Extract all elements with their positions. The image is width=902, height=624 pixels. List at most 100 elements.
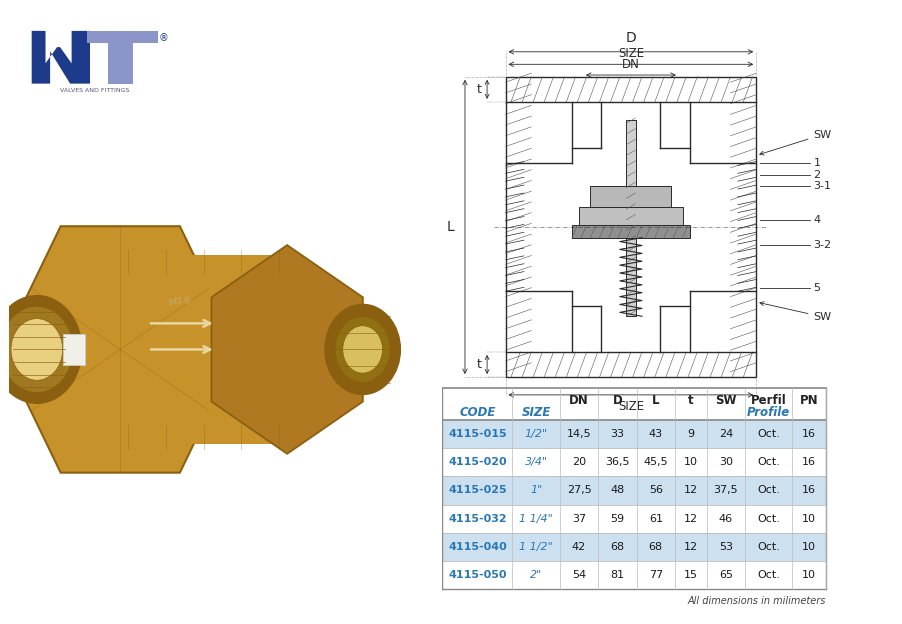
Text: DN: DN (621, 59, 640, 72)
Bar (62, 334, 85, 364)
Text: 12: 12 (683, 485, 697, 495)
Text: Perfil: Perfil (750, 394, 786, 407)
Text: Oct.: Oct. (757, 485, 779, 495)
Bar (626, 120, 635, 316)
Text: 2": 2" (529, 570, 542, 580)
Text: 68: 68 (648, 542, 662, 552)
Text: Oct.: Oct. (757, 542, 779, 552)
Text: SW: SW (714, 394, 736, 407)
Text: 10: 10 (801, 542, 815, 552)
Text: Oct.: Oct. (757, 429, 779, 439)
Text: DN: DN (568, 394, 588, 407)
Text: 4115-015: 4115-015 (447, 429, 506, 439)
Polygon shape (87, 31, 158, 84)
Circle shape (0, 295, 82, 404)
Bar (442, 561, 825, 589)
Bar (442, 448, 825, 476)
Text: 65: 65 (718, 570, 732, 580)
Text: 37,5: 37,5 (713, 485, 737, 495)
Polygon shape (211, 245, 363, 454)
Text: Spain: Spain (170, 331, 189, 339)
Text: 4115-020: 4115-020 (447, 457, 506, 467)
Text: 20: 20 (571, 457, 585, 467)
Text: 9: 9 (686, 429, 694, 439)
Text: 53: 53 (718, 542, 732, 552)
Bar (442, 476, 825, 505)
Text: 3-2: 3-2 (813, 240, 831, 250)
Text: 4115-025: 4115-025 (447, 485, 506, 495)
Text: t: t (476, 83, 481, 96)
Text: t: t (476, 358, 481, 371)
Text: 5: 5 (813, 283, 820, 293)
Text: Profile: Profile (746, 406, 789, 419)
Text: 4: 4 (813, 215, 820, 225)
Text: 46: 46 (718, 514, 732, 524)
Text: SIZE: SIZE (617, 400, 643, 413)
Bar (571, 225, 689, 238)
Circle shape (335, 316, 390, 383)
Text: 77: 77 (648, 570, 662, 580)
Text: PN16: PN16 (172, 365, 187, 372)
Text: 43: 43 (648, 429, 662, 439)
Text: All dimensions in milimeters: All dimensions in milimeters (687, 597, 825, 607)
Bar (442, 505, 825, 533)
Text: 27,5: 27,5 (566, 485, 591, 495)
Text: 59: 59 (610, 514, 624, 524)
Text: 1": 1" (529, 485, 542, 495)
Bar (579, 207, 682, 225)
Text: 37: 37 (571, 514, 585, 524)
Text: 81: 81 (610, 570, 624, 580)
Circle shape (1, 307, 72, 392)
Text: 12: 12 (683, 514, 697, 524)
Text: ®: ® (159, 33, 169, 43)
Polygon shape (1, 227, 239, 472)
Text: 14,5: 14,5 (566, 429, 591, 439)
Text: 12: 12 (683, 542, 697, 552)
Text: MT®: MT® (167, 296, 192, 308)
Text: 16: 16 (801, 457, 815, 467)
Text: 2: 2 (813, 170, 820, 180)
Text: 1: 1 (813, 158, 820, 168)
Text: 15: 15 (683, 570, 697, 580)
Text: L: L (446, 220, 454, 234)
Text: Oct.: Oct. (757, 570, 779, 580)
Text: D: D (625, 31, 636, 46)
Text: SIZE: SIZE (520, 406, 550, 419)
Text: 56: 56 (648, 485, 662, 495)
Text: 3/4": 3/4" (524, 457, 548, 467)
Text: 4115-050: 4115-050 (447, 570, 506, 580)
Text: 16: 16 (801, 485, 815, 495)
Text: 3-1: 3-1 (813, 181, 831, 191)
Text: 48: 48 (610, 485, 624, 495)
Text: 61: 61 (648, 514, 662, 524)
Bar (505, 77, 755, 377)
Text: 1 1/4": 1 1/4" (519, 514, 552, 524)
Text: 33: 33 (610, 429, 624, 439)
Text: 45,5: 45,5 (643, 457, 667, 467)
Text: Oct.: Oct. (757, 514, 779, 524)
Circle shape (11, 319, 62, 380)
Text: 24: 24 (718, 429, 732, 439)
Polygon shape (32, 31, 90, 84)
Text: 10: 10 (683, 457, 697, 467)
Text: 36,5: 36,5 (604, 457, 629, 467)
Text: 10: 10 (801, 570, 815, 580)
Text: D: D (612, 394, 621, 407)
Text: SW: SW (759, 130, 831, 155)
Circle shape (343, 326, 382, 373)
Text: 1 1/2": 1 1/2" (519, 542, 552, 552)
Text: 30: 30 (718, 457, 732, 467)
Bar (590, 186, 671, 207)
Text: SW: SW (759, 302, 831, 322)
Text: 1/2": 1/2" (524, 429, 548, 439)
Text: 16: 16 (801, 429, 815, 439)
Text: 42: 42 (571, 542, 585, 552)
Text: SIZE: SIZE (617, 47, 643, 60)
Text: CODE: CODE (459, 406, 495, 419)
Text: 4115-032: 4115-032 (447, 514, 506, 524)
Polygon shape (120, 255, 287, 444)
Text: Oct.: Oct. (757, 457, 779, 467)
Text: L: L (651, 394, 658, 407)
Bar (442, 533, 825, 561)
Text: 4115-040: 4115-040 (447, 542, 506, 552)
